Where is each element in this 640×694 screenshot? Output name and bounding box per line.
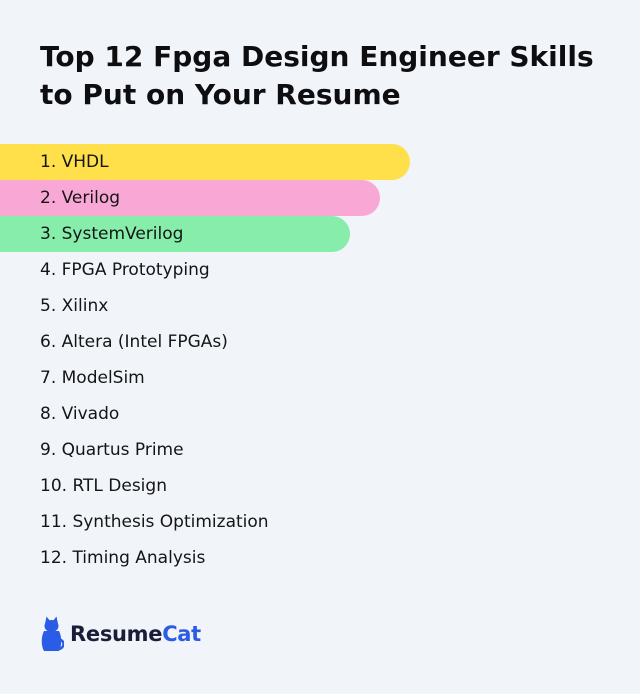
- brand-name-part2: Cat: [162, 622, 201, 646]
- page-title: Top 12 Fpga Design Engineer Skills to Pu…: [40, 40, 594, 111]
- skills-list: 1. VHDL 2. Verilog 3. SystemVerilog 4. F…: [0, 144, 410, 576]
- skill-item: 1. VHDL: [0, 144, 410, 180]
- brand-name-part1: Resume: [70, 622, 163, 646]
- resumecat-logo[interactable]: ResumeCat: [40, 614, 201, 654]
- skill-item: 11. Synthesis Optimization: [40, 512, 269, 532]
- skill-item: 4. FPGA Prototyping: [40, 260, 210, 280]
- skill-item: 7. ModelSim: [40, 368, 145, 388]
- skill-item: 3. SystemVerilog: [0, 216, 350, 252]
- skill-item: 6. Altera (Intel FPGAs): [40, 332, 228, 352]
- skill-item: 2. Verilog: [0, 180, 380, 216]
- brand-name: ResumeCat: [70, 622, 201, 646]
- skill-item: 10. RTL Design: [40, 476, 167, 496]
- skill-item: 12. Timing Analysis: [40, 548, 206, 568]
- cat-icon: [41, 616, 64, 651]
- skill-item: 9. Quartus Prime: [40, 440, 184, 460]
- skill-item: 8. Vivado: [40, 404, 120, 424]
- skill-item: 5. Xilinx: [40, 296, 109, 316]
